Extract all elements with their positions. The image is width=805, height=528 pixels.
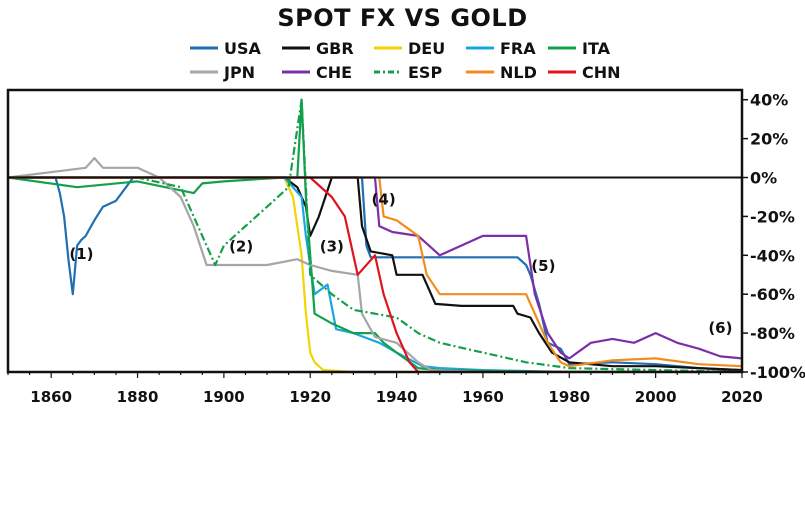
annotation-label: (3) [320,237,344,255]
y-tick-label: -20% [750,207,795,226]
legend-label: DEU [408,39,445,58]
series-line-che [8,176,742,360]
chart-title: SPOT FX VS GOLD [277,4,528,32]
axes-layer: 40% 20% 0% -20% -40% -60% -80% -100% 1860 1880 190… [6,88,805,406]
legend-label: USA [224,39,262,58]
legend-item-chn: CHN [548,63,621,82]
legend-label: CHN [582,63,621,82]
legend-item-jpn: JPN [190,63,255,82]
x-tick-label: 2020 [721,388,763,406]
y-tick-label: 0% [750,169,777,188]
annotation-layer: (1) (2) (3) (4) (5) (6) [69,191,732,337]
y-tick-label: -80% [750,324,795,343]
series-line-esp [8,98,742,372]
series-layer [8,98,742,372]
y-tick-label: 40% [750,91,788,110]
y-tick-label: -40% [750,246,795,265]
x-tick-label: 1960 [462,388,504,406]
legend-label: ITA [582,39,611,58]
series-line-nld [8,176,742,368]
x-tick-label: 2000 [635,388,677,406]
x-tick-label: 1900 [203,388,245,406]
legend-label: CHE [316,63,352,82]
x-tick-label: 1880 [117,388,159,406]
legend-item-usa: USA [190,39,262,58]
x-tick-label: 1980 [548,388,590,406]
annotation-label: (6) [708,319,732,337]
annotation-label: (2) [229,237,253,255]
legend-label: NLD [500,63,537,82]
legend-label: FRA [500,39,536,58]
series-line-chn [8,176,742,372]
annotation-label: (4) [372,191,396,209]
legend-label: JPN [223,63,255,82]
legend-item-gbr: GBR [282,39,354,58]
y-tick-label: -100% [750,363,805,382]
series-line-ita [8,98,742,372]
legend-item-nld: NLD [466,63,537,82]
annotation-label: (5) [531,257,555,275]
annotation-label: (1) [69,245,93,263]
y-tick-label: -60% [750,285,795,304]
legend: USA GBR DEU FRA ITA JPN CHE ESP NLD CHN [190,39,621,82]
legend-item-che: CHE [282,63,352,82]
series-line-fra [8,176,742,372]
legend-label: GBR [316,39,354,58]
plot-frame [6,88,744,374]
legend-item-fra: FRA [466,39,536,58]
x-tick-label: 1940 [376,388,418,406]
y-tick-label: 20% [750,130,788,149]
legend-item-esp: ESP [374,63,442,82]
x-tick-label: 1860 [30,388,72,406]
x-tick-label: 1920 [289,388,331,406]
legend-item-ita: ITA [548,39,611,58]
legend-item-deu: DEU [374,39,445,58]
legend-label: ESP [408,63,442,82]
series-line-jpn [8,157,742,372]
